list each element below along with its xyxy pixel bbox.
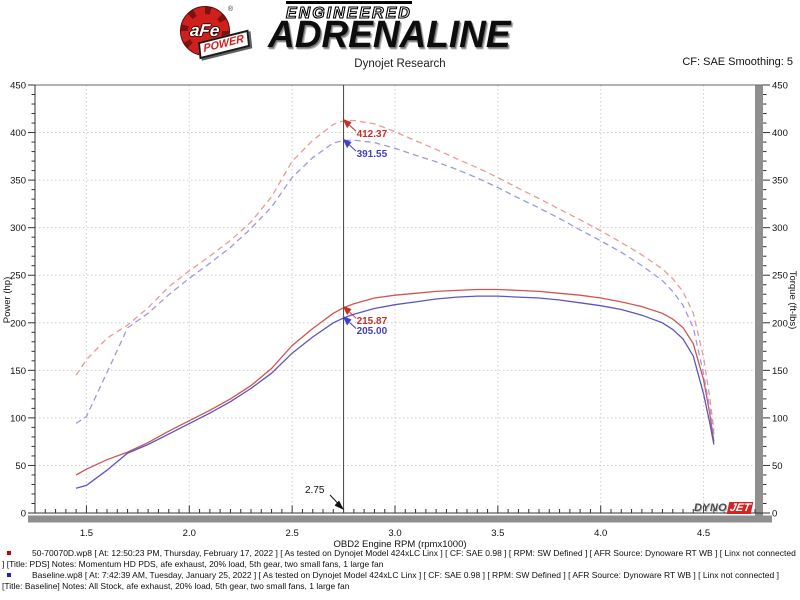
y-axis-tick-label-left: 400 [10, 128, 26, 139]
x-axis-tick-label: 2.0 [183, 528, 196, 539]
callout-arrow-tail [349, 311, 357, 319]
dynojet-logo-dyno: DYNO [694, 501, 727, 514]
y-axis-tick-label-left: 350 [10, 176, 26, 187]
series-line-pds-power-hp- [75, 288, 715, 476]
dynojet-logo: DYNO JET [694, 501, 754, 514]
y-axis-tick-label-left: 100 [10, 413, 26, 424]
callout-arrowhead [342, 316, 352, 326]
run-legend: 50-70070D.wp8 [ At: 12:50:23 PM, Thursda… [0, 548, 797, 592]
callout-arrowhead [342, 118, 352, 129]
x-axis-tick-label: 4.5 [697, 528, 710, 539]
x-axis-tick-label: 2.5 [286, 528, 299, 539]
x-axis-tick-label: 3.0 [388, 528, 401, 539]
engineered-adrenaline-logo: ENGINEERED ADRENALINE [258, 0, 658, 56]
y-axis-tick-label-right: 50 [772, 461, 783, 472]
y-axis-tick-label-right: 200 [772, 318, 788, 329]
y-axis-tick-label-right: 0 [772, 509, 777, 520]
y-axis-tick-label-right: 450 [772, 81, 788, 92]
x-axis-tick-label: 3.5 [491, 528, 504, 539]
cursor-value-callout-4: 205.00 [356, 326, 388, 338]
y-axis-tick-label-left: 50 [15, 461, 26, 472]
x-axis-title: OBD2 Engine RPM (rpmx1000) [333, 539, 466, 550]
left-axis-title: Power (hp) [2, 277, 13, 323]
callout-arrow-tail [349, 322, 357, 329]
cursor-value-callout-3: 215.87 [356, 315, 388, 327]
page-title: Dynojet Research [354, 58, 446, 70]
y-axis-tick-label-left: 450 [10, 81, 26, 92]
series-line-baseline-power-hp- [75, 295, 715, 489]
registered-mark: ® [227, 6, 233, 13]
report-header: aFe ® POWER ENGINEERED ADRENALINE Dynoje… [0, 0, 800, 78]
y-axis-tick-label-right: 400 [772, 128, 788, 139]
legend-run-2: Baseline.wp8 [ At: 7:42:39 AM, Tuesday, … [0, 570, 797, 591]
y-axis-tick-label-left: 300 [10, 223, 26, 234]
run-1-color-bullet [7, 551, 11, 555]
y-axis-tick-label-right: 250 [772, 271, 788, 282]
legend-run-1: 50-70070D.wp8 [ At: 12:50:23 PM, Thursda… [0, 548, 797, 569]
run-2-description: Baseline.wp8 [ At: 7:42:39 AM, Tuesday, … [2, 570, 779, 591]
y-axis-tick-label-right: 100 [772, 413, 788, 424]
run-2-color-bullet [7, 573, 11, 577]
cursor-value-callout-1: 412.37 [356, 128, 388, 140]
dynojet-logo-jet: JET [726, 501, 754, 514]
y-axis-tick-label-right: 350 [772, 176, 788, 187]
y-axis-tick-label-left: 250 [10, 271, 26, 282]
cursor-rpm-arrowhead [334, 500, 344, 510]
engineered-wordmark: ENGINEERED [285, 1, 412, 23]
callout-arrowhead [342, 138, 352, 149]
y-axis-tick-label-left: 0 [21, 509, 26, 520]
callout-arrow-tail [349, 124, 357, 132]
smoothing-setting: CF: SAE Smoothing: 5 [682, 56, 793, 68]
adrenaline-wordmark: ADRENALINE [268, 13, 511, 56]
series-line-pds-torque-ft-lbs- [75, 119, 715, 431]
run-1-description: 50-70070D.wp8 [ At: 12:50:23 PM, Thursda… [2, 548, 796, 569]
afe-power-logo: aFe ® POWER [180, 6, 250, 60]
series-line-baseline-torque-ft-lbs- [75, 139, 715, 435]
right-axis-title: Torque (ft-lbs) [787, 271, 798, 330]
x-axis-tick-label: 4.0 [594, 528, 607, 539]
y-axis-tick-label-right: 300 [772, 223, 788, 234]
right-frame-bar [755, 85, 763, 523]
y-axis-tick-label-left: 150 [10, 366, 26, 377]
y-axis-tick-label-right: 150 [772, 366, 788, 377]
callout-arrowhead [342, 305, 352, 316]
bottom-frame-bar [28, 515, 772, 523]
y-axis-tick-label-left: 200 [10, 318, 26, 329]
cursor-value-callout-2: 391.55 [356, 148, 388, 160]
x-axis-tick-label: 1.5 [80, 528, 93, 539]
callout-arrow-tail [349, 144, 357, 152]
cursor-rpm-label: 2.75 [305, 485, 325, 496]
cursor-rpm-arrow-tail [329, 494, 339, 504]
